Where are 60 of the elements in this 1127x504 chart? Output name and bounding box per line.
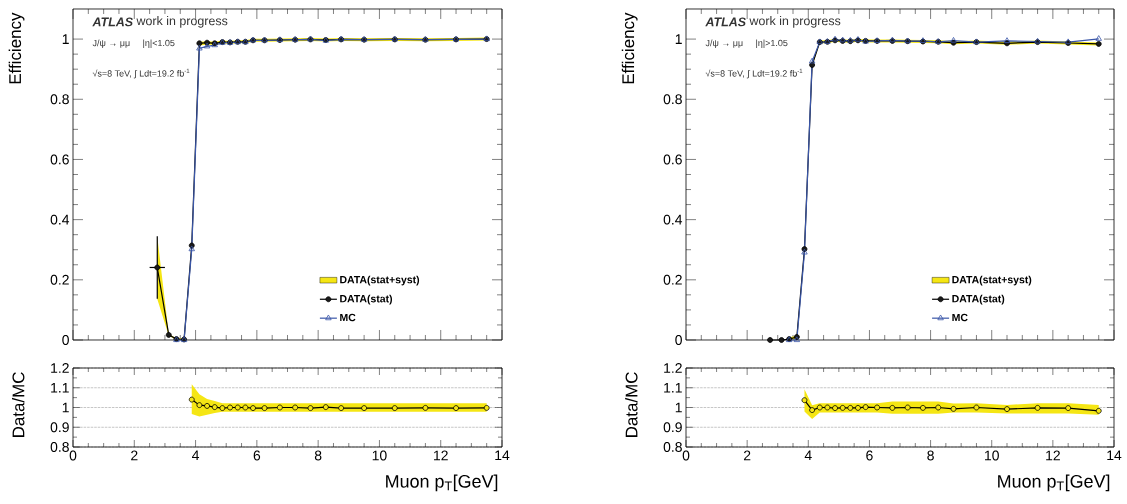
annotation: work in progress [749, 16, 841, 28]
x-tick-label: 12 [434, 450, 448, 461]
x-tick-label: 14 [495, 450, 510, 461]
y-tick-label: 0.8 [663, 94, 682, 105]
x-tick-label: 10 [372, 450, 387, 461]
annotation: J/ψ → μμ [705, 39, 743, 48]
y-tick-label: 0.8 [663, 442, 682, 452]
legend-label: DATA(stat) [340, 294, 393, 305]
y-axis-title: Data/MC [625, 372, 638, 437]
annotation: |η|<1.05 [143, 39, 175, 48]
x-tick-label: 6 [253, 450, 261, 461]
annotation: √s=8 TeV, ∫ Ldt=19.2 fb$^{-1}$ [92, 68, 190, 79]
y-tick-label: 1.2 [51, 363, 69, 373]
y-tick-label: 1.1 [51, 382, 69, 393]
y-tick-label: 1 [675, 402, 682, 413]
y-tick-label: 1 [62, 34, 69, 44]
legend-label: DATA(stat) [952, 294, 1005, 305]
annotation: ATLAS [92, 17, 133, 27]
annotation: √s=8 TeV, ∫ Ldt=19.2 fb$^{-1}$ [705, 68, 803, 79]
y-tick-label: 0.9 [663, 422, 682, 433]
y-tick-label: 1 [675, 34, 682, 44]
legend-label: DATA(stat+syst) [952, 275, 1032, 286]
x-axis-title: Muon p$_{T}$[GeV] [386, 474, 498, 492]
y-tick-label: 0.6 [50, 154, 69, 165]
x-tick-label: 4 [192, 450, 200, 461]
annotation: |η|>1.05 [756, 39, 788, 48]
y-tick-label: 1 [62, 402, 69, 413]
legend-label: DATA(stat+syst) [340, 275, 420, 286]
y-tick-label: 0.9 [50, 422, 69, 433]
x-tick-label: 4 [804, 450, 812, 461]
y-tick-label: 1.1 [664, 382, 682, 393]
x-tick-label: 8 [314, 450, 322, 461]
x-tick-label: 10 [985, 450, 999, 461]
y-tick-label: 0.4 [50, 214, 70, 225]
x-tick-label: 0 [69, 450, 77, 461]
y-tick-label: 0 [675, 335, 682, 345]
y-tick-label: 0.4 [663, 214, 683, 225]
annotation: work in progress [136, 16, 228, 28]
y-tick-label: 1.2 [664, 363, 682, 373]
y-tick-label: 0.8 [50, 442, 69, 452]
legend-label: MC [340, 313, 356, 322]
y-tick-label: 0 [62, 335, 69, 345]
x-tick-label: 0 [682, 450, 690, 461]
x-tick-label: 2 [743, 450, 751, 461]
y-tick-label: 0.8 [50, 94, 69, 105]
annotation: J/ψ → μμ [92, 39, 130, 48]
y-axis-title: Efficiency [8, 12, 25, 84]
x-axis-title: Muon p$_{T}$[GeV] [998, 474, 1110, 492]
y-axis-title: Efficiency [621, 12, 638, 84]
x-tick-label: 14 [1107, 450, 1122, 461]
y-tick-label: 0.2 [50, 274, 69, 285]
legend-label: MC [952, 313, 968, 322]
y-tick-label: 0.2 [663, 274, 682, 285]
x-tick-label: 2 [131, 450, 138, 461]
annotation: ATLAS [705, 17, 746, 27]
y-axis-title: Data/MC [12, 372, 25, 437]
x-tick-label: 8 [927, 450, 934, 461]
x-tick-label: 6 [866, 450, 873, 461]
x-tick-label: 12 [1046, 450, 1060, 461]
y-tick-label: 0.6 [663, 154, 682, 165]
